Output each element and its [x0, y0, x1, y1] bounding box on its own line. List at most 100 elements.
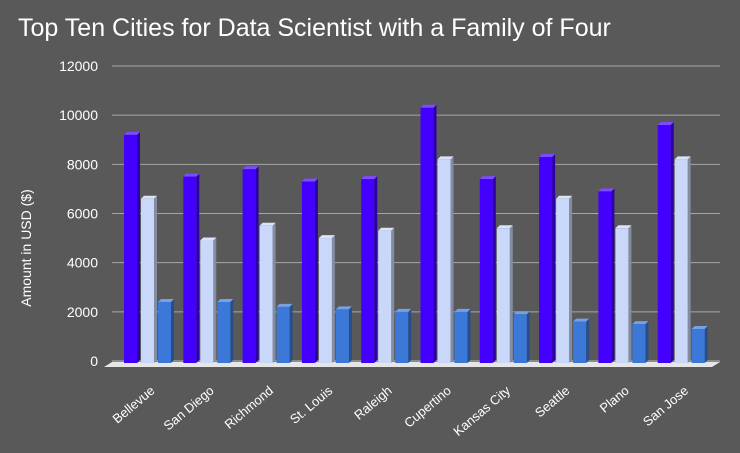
- bar-side: [704, 326, 708, 363]
- bar-top: [217, 299, 234, 302]
- bar: [242, 166, 259, 363]
- bar-side: [586, 318, 590, 363]
- bar-front: [259, 225, 273, 363]
- bar-side: [314, 178, 318, 363]
- bar-front: [420, 107, 434, 364]
- y-tick-label: 8000: [67, 156, 98, 172]
- bar-front: [276, 306, 290, 363]
- bar-top: [141, 195, 157, 199]
- bar-top: [454, 308, 471, 312]
- bar-side: [230, 299, 234, 363]
- x-tick-label: Plano: [597, 383, 632, 416]
- bar: [276, 303, 293, 363]
- y-tick-label: 6000: [67, 206, 98, 222]
- bar-side: [450, 156, 454, 363]
- bar-front: [573, 321, 587, 363]
- y-tick-label: 2000: [67, 304, 98, 320]
- bar: [691, 326, 708, 363]
- bar-front: [141, 198, 154, 363]
- bar: [124, 131, 140, 363]
- y-axis-label: Amount in USD ($): [18, 189, 34, 306]
- bar-side: [391, 227, 395, 363]
- bar-side: [196, 173, 200, 363]
- bar-top: [598, 188, 615, 192]
- bar-front: [674, 159, 688, 363]
- bar-front: [556, 198, 570, 363]
- bar-front: [335, 309, 349, 363]
- bar: [361, 176, 378, 363]
- bar-front: [395, 311, 409, 363]
- bar: [632, 321, 649, 363]
- bar-top: [259, 222, 276, 226]
- x-tick-label: San Diego: [161, 383, 217, 434]
- bar-side: [492, 176, 496, 363]
- bar-side: [272, 222, 276, 363]
- bar-side: [569, 195, 573, 363]
- bar: [259, 222, 276, 363]
- bar-side: [331, 235, 335, 363]
- bar-front: [615, 228, 629, 363]
- bar-front: [479, 179, 493, 363]
- chart-floor-plane: [104, 362, 720, 367]
- bar-front: [691, 329, 705, 363]
- bar: [217, 299, 234, 363]
- bar-top: [378, 227, 395, 231]
- bar-top: [158, 299, 174, 302]
- bar-side: [467, 308, 471, 363]
- bar-top: [301, 178, 318, 182]
- bar-side: [137, 131, 140, 363]
- bar-top: [335, 306, 352, 310]
- bar-top: [496, 225, 513, 229]
- bar: [335, 306, 352, 363]
- bar: [496, 225, 513, 363]
- bar: [674, 156, 691, 363]
- chart-floor: [104, 362, 720, 367]
- bar-side: [408, 308, 412, 363]
- y-tick-label: 12000: [59, 58, 98, 74]
- bar-side: [255, 166, 259, 363]
- bar-top: [395, 308, 412, 312]
- bar-front: [632, 324, 646, 363]
- bar: [183, 173, 200, 363]
- bar: [200, 237, 217, 363]
- bar-top: [437, 156, 454, 160]
- bar-top: [513, 311, 530, 315]
- bar-front: [513, 314, 527, 363]
- bar-side: [348, 306, 352, 363]
- bar-top: [276, 303, 293, 307]
- bar-top: [183, 173, 200, 177]
- bar-side: [509, 225, 513, 363]
- bar: [615, 225, 632, 363]
- bar: [437, 156, 454, 363]
- bar-front: [200, 240, 214, 363]
- bar: [513, 311, 530, 363]
- y-tick-labels: 0 2000 4000 6000 8000 10000 12000: [59, 58, 98, 369]
- bar-top: [539, 153, 556, 157]
- bar: [141, 195, 157, 363]
- bar-side: [628, 225, 632, 363]
- bar: [479, 176, 496, 363]
- bar-front: [437, 159, 451, 363]
- bar-front: [301, 181, 315, 363]
- bar: [301, 178, 318, 363]
- bar-front: [318, 238, 332, 363]
- bar: [556, 195, 573, 363]
- bar-side: [171, 299, 174, 363]
- bar-front: [158, 302, 171, 363]
- bars: [124, 104, 708, 364]
- bar-front: [598, 191, 612, 363]
- bar-top: [573, 318, 590, 322]
- bar: [454, 308, 471, 363]
- bar-side: [213, 237, 217, 363]
- bar-side: [433, 104, 437, 364]
- bar-top: [691, 326, 708, 330]
- bar-top: [242, 166, 259, 170]
- bar-front: [454, 311, 468, 363]
- bar: [318, 235, 335, 363]
- bar-side: [645, 321, 649, 363]
- x-tick-label: Seattle: [532, 383, 573, 421]
- bar-front: [657, 125, 671, 363]
- x-tick-labels: Bellevue San Diego Richmond St. Louis Raleig…: [110, 382, 692, 438]
- x-tick-label: San Jose: [640, 383, 691, 429]
